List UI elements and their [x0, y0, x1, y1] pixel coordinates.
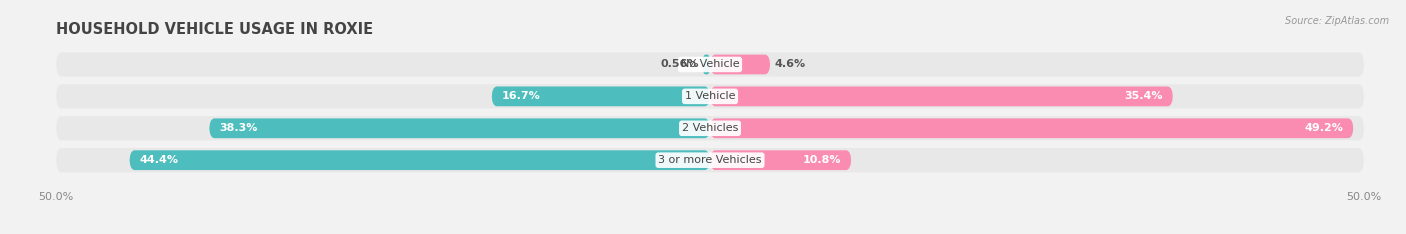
Text: HOUSEHOLD VEHICLE USAGE IN ROXIE: HOUSEHOLD VEHICLE USAGE IN ROXIE	[56, 22, 374, 37]
FancyBboxPatch shape	[710, 87, 1173, 106]
FancyBboxPatch shape	[703, 55, 710, 74]
FancyBboxPatch shape	[56, 52, 1364, 77]
Text: 35.4%: 35.4%	[1123, 91, 1163, 101]
FancyBboxPatch shape	[56, 148, 1364, 172]
FancyBboxPatch shape	[56, 84, 1364, 109]
Text: 3 or more Vehicles: 3 or more Vehicles	[658, 155, 762, 165]
FancyBboxPatch shape	[710, 118, 1354, 138]
FancyBboxPatch shape	[129, 150, 710, 170]
Text: 1 Vehicle: 1 Vehicle	[685, 91, 735, 101]
FancyBboxPatch shape	[710, 55, 770, 74]
Text: 49.2%: 49.2%	[1303, 123, 1343, 133]
Text: 10.8%: 10.8%	[803, 155, 841, 165]
Text: 4.6%: 4.6%	[775, 59, 806, 69]
Text: 16.7%: 16.7%	[502, 91, 541, 101]
FancyBboxPatch shape	[209, 118, 710, 138]
Text: 0.56%: 0.56%	[661, 59, 699, 69]
Text: 38.3%: 38.3%	[219, 123, 259, 133]
Text: 44.4%: 44.4%	[141, 155, 179, 165]
Text: No Vehicle: No Vehicle	[681, 59, 740, 69]
Text: 2 Vehicles: 2 Vehicles	[682, 123, 738, 133]
Text: Source: ZipAtlas.com: Source: ZipAtlas.com	[1285, 16, 1389, 26]
FancyBboxPatch shape	[56, 116, 1364, 140]
FancyBboxPatch shape	[710, 150, 851, 170]
FancyBboxPatch shape	[492, 87, 710, 106]
